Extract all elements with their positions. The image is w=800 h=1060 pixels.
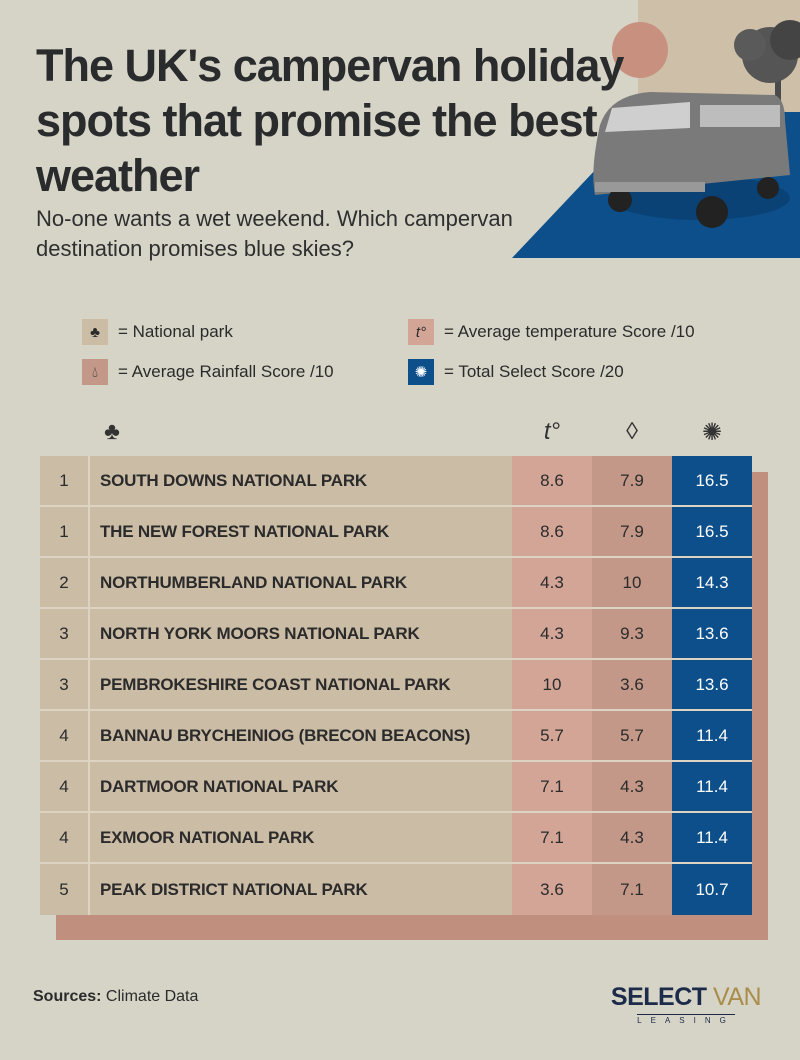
park-name-cell: South Downs National Park xyxy=(90,456,512,505)
rank-cell: 4 xyxy=(40,762,90,811)
sun-icon: ✺ xyxy=(701,419,723,446)
temperature-score-cell: 8.6 xyxy=(512,456,592,505)
total-score-cell: 10.7 xyxy=(672,864,752,915)
table-row: 3 North York Moors National Park 4.3 9.3 13.… xyxy=(40,609,752,660)
total-score-cell: 11.4 xyxy=(672,813,752,862)
park-name-cell: The New Forest National Park xyxy=(90,507,512,556)
table-row: 3 Pembrokeshire Coast National Park 10 3.6 1… xyxy=(40,660,752,711)
legend-rainfall: 💧︎ = Average Rainfall Score /10 xyxy=(82,359,334,385)
table-row: 1 South Downs National Park 8.6 7.9 16.5 xyxy=(40,456,752,507)
select-van-logo: SELECT VAN LEASING xyxy=(602,984,770,1028)
rank-cell: 1 xyxy=(40,507,90,556)
rank-cell: 4 xyxy=(40,813,90,862)
sun-circle xyxy=(612,22,668,78)
rainfall-score-cell: 9.3 xyxy=(592,609,672,658)
temperature-score-cell: 7.1 xyxy=(512,762,592,811)
sun-icon: ✺ xyxy=(408,359,434,385)
sources-note: Sources: Climate Data xyxy=(33,988,198,1006)
total-score-cell: 14.3 xyxy=(672,558,752,607)
park-name-cell: Bannau Brycheiniog (Brecon Beacons) xyxy=(90,711,512,760)
table-row: 4 Dartmoor National Park 7.1 4.3 11.4 xyxy=(40,762,752,813)
rainfall-score-cell: 7.1 xyxy=(592,864,672,915)
total-score-cell: 11.4 xyxy=(672,762,752,811)
rainfall-score-cell: 10 xyxy=(592,558,672,607)
temperature-score-cell: 10 xyxy=(512,660,592,709)
total-score-cell: 16.5 xyxy=(672,456,752,505)
park-name-cell: Dartmoor National Park xyxy=(90,762,512,811)
rainfall-score-cell: 5.7 xyxy=(592,711,672,760)
legend-temperature: t° = Average temperature Score /10 xyxy=(408,319,695,345)
raindrop-icon: 💧︎ xyxy=(82,359,108,385)
legend-total-score: ✺ = Total Select Score /20 xyxy=(408,359,624,385)
ranking-table: 1 South Downs National Park 8.6 7.9 16.5 1 The… xyxy=(40,456,752,915)
table-row: 4 Exmoor National Park 7.1 4.3 11.4 xyxy=(40,813,752,864)
logo-brand-1: SELECT xyxy=(610,983,707,1011)
tree-icon: ♣ xyxy=(104,418,120,445)
legend-label: = Total Select Score /20 xyxy=(444,362,624,381)
table-row: 5 Peak District National Park 3.6 7.1 10.7 xyxy=(40,864,752,915)
park-name-cell: Exmoor National Park xyxy=(90,813,512,862)
table-row: 1 The New Forest National Park 8.6 7.9 16.5 xyxy=(40,507,752,558)
sources-label: Sources: xyxy=(33,988,102,1005)
campervan-image xyxy=(593,92,790,228)
park-name-cell: North York Moors National Park xyxy=(90,609,512,658)
park-name-cell: Pembrokeshire Coast National Park xyxy=(90,660,512,709)
total-score-cell: 16.5 xyxy=(672,507,752,556)
rainfall-score-cell: 7.9 xyxy=(592,507,672,556)
temperature-score-cell: 7.1 xyxy=(512,813,592,862)
rank-cell: 3 xyxy=(40,609,90,658)
tree-image xyxy=(734,20,800,120)
legend-label: = Average temperature Score /10 xyxy=(444,322,695,341)
temperature-score-cell: 8.6 xyxy=(512,507,592,556)
rank-cell: 4 xyxy=(40,711,90,760)
tree-icon: ♣ xyxy=(82,319,108,345)
page-subtitle: No-one wants a wet weekend. Which camper… xyxy=(36,206,513,261)
rainfall-score-cell: 4.3 xyxy=(592,762,672,811)
table-row: 4 Bannau Brycheiniog (Brecon Beacons) 5.7 5… xyxy=(40,711,752,762)
page-title: The UK's campervan holiday spots that pr… xyxy=(36,40,624,201)
table-row: 2 Northumberland National Park 4.3 10 14.3 xyxy=(40,558,752,609)
legend-label: = National park xyxy=(118,322,233,341)
temperature-score-cell: 3.6 xyxy=(512,864,592,915)
rank-cell: 1 xyxy=(40,456,90,505)
rainfall-score-cell: 7.9 xyxy=(592,456,672,505)
park-name-cell: Peak District National Park xyxy=(90,864,512,915)
hero-illustration xyxy=(512,20,800,258)
rank-cell: 3 xyxy=(40,660,90,709)
rainfall-score-cell: 4.3 xyxy=(592,813,672,862)
rank-cell: 5 xyxy=(40,864,90,915)
total-score-cell: 13.6 xyxy=(672,609,752,658)
legend-national-park: ♣ = National park xyxy=(82,319,233,345)
rank-cell: 2 xyxy=(40,558,90,607)
temperature-score-cell: 4.3 xyxy=(512,609,592,658)
park-name-cell: Northumberland National Park xyxy=(90,558,512,607)
rainfall-score-cell: 3.6 xyxy=(592,660,672,709)
temperature-icon: t° xyxy=(408,319,434,345)
temperature-icon: t° xyxy=(543,418,561,445)
raindrop-icon: ◊ xyxy=(626,418,638,445)
total-score-cell: 13.6 xyxy=(672,660,752,709)
sources-value: Climate Data xyxy=(105,988,199,1005)
legend-label: = Average Rainfall Score /10 xyxy=(118,362,334,381)
logo-sub: LEASING xyxy=(637,1014,735,1025)
total-score-cell: 11.4 xyxy=(672,711,752,760)
temperature-score-cell: 5.7 xyxy=(512,711,592,760)
logo-brand-2: VAN xyxy=(713,983,762,1011)
temperature-score-cell: 4.3 xyxy=(512,558,592,607)
